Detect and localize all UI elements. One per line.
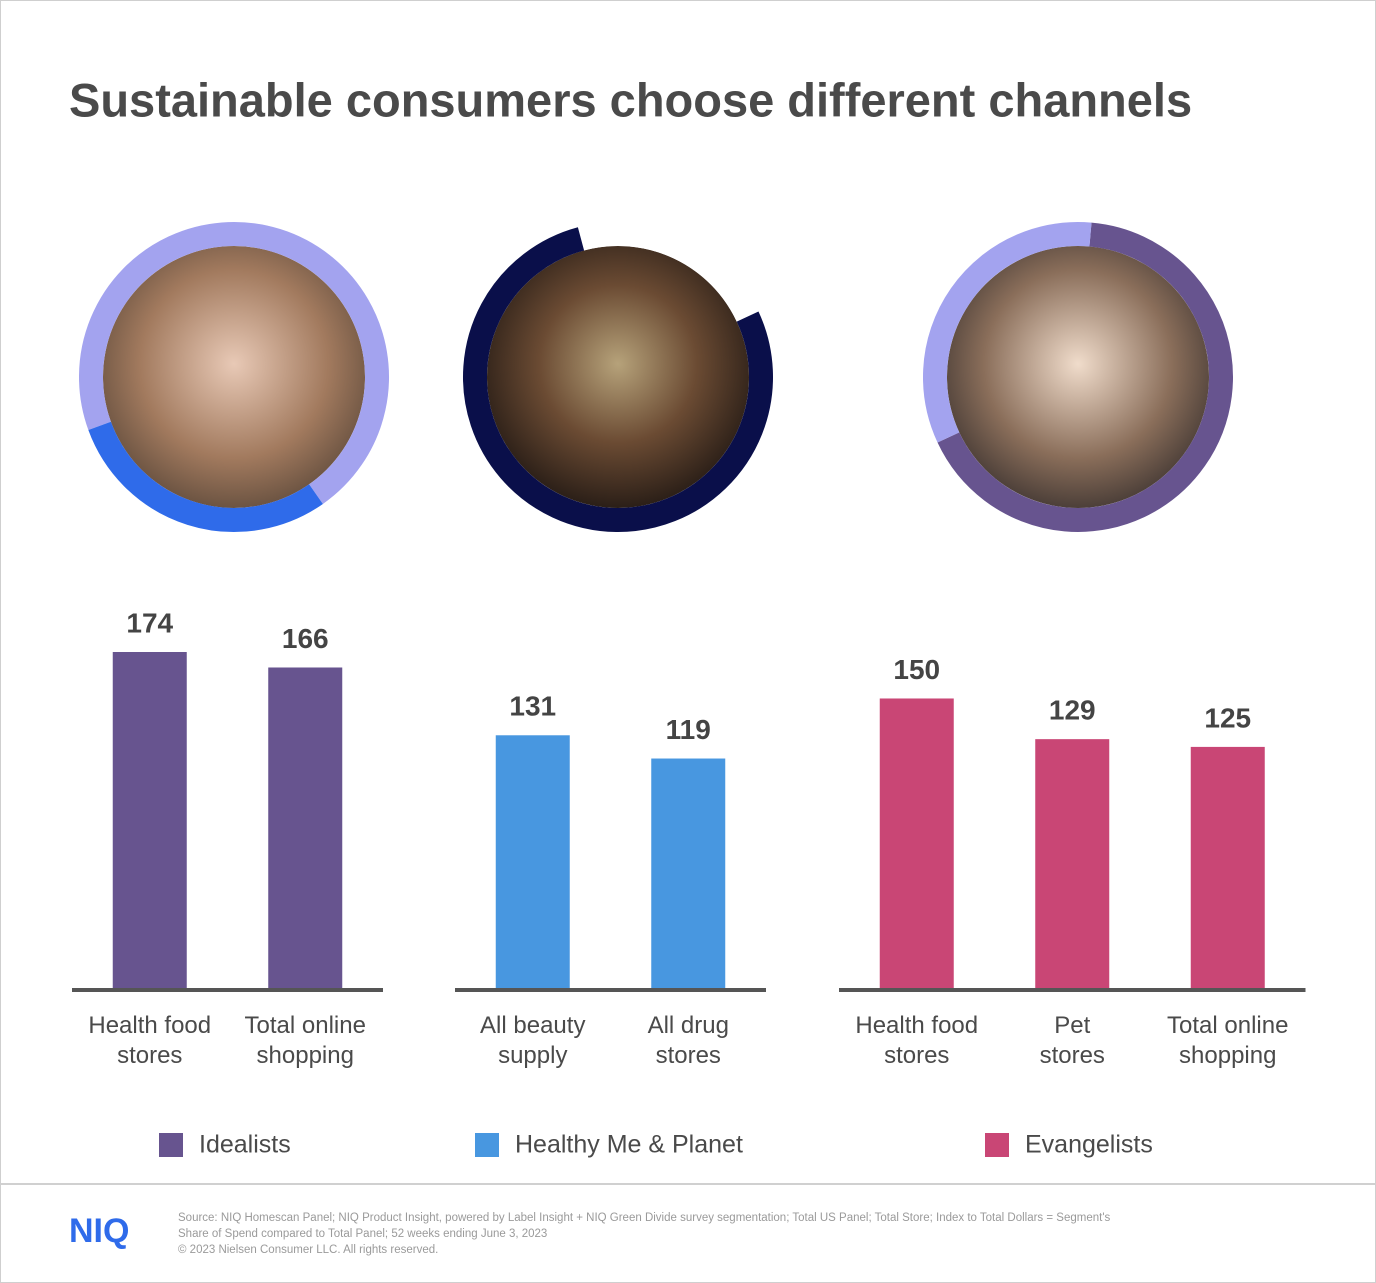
ring-segment: [88, 421, 323, 532]
x-tick-label: Total online shopping: [244, 1012, 366, 1069]
bar: [112, 652, 187, 989]
logo: NIQ: [69, 1212, 129, 1250]
value-label: 174: [126, 607, 173, 638]
bar: [268, 667, 343, 989]
photo: [947, 246, 1209, 508]
value-label: 150: [893, 654, 940, 685]
value-label: 131: [509, 691, 556, 722]
bar: [879, 698, 954, 989]
value-label: 166: [282, 623, 329, 654]
legend-swatch: [985, 1133, 1009, 1157]
source-note: Share of Spend compared to Total Panel; …: [178, 1228, 547, 1240]
ring-segment: [463, 227, 773, 532]
x-tick-label: Pet stores: [1039, 1012, 1105, 1069]
x-tick-label: All drug stores: [647, 1012, 729, 1069]
bar: [1035, 739, 1110, 989]
legend-label: Evangelists: [1025, 1131, 1153, 1159]
bar: [1190, 746, 1265, 989]
x-tick-label: Total online shopping: [1167, 1012, 1289, 1069]
value-label: 119: [666, 714, 711, 745]
bar: [651, 758, 726, 989]
bar: [495, 735, 570, 989]
ring-segment: [577, 222, 759, 322]
photo: [103, 246, 365, 508]
copyright: © 2023 Nielsen Consumer LLC. All rights …: [178, 1244, 438, 1256]
legend-label: Healthy Me & Planet: [515, 1131, 743, 1159]
ring-segment: [79, 222, 389, 504]
title: Sustainable consumers choose different c…: [69, 73, 1192, 126]
source-note: Source: NIQ Homescan Panel; NIQ Product …: [178, 1212, 1111, 1224]
ring-segment: [937, 222, 1233, 532]
legend-swatch: [475, 1133, 499, 1157]
x-tick-label: Health food stores: [855, 1012, 979, 1069]
x-tick-label: Health food stores: [88, 1012, 212, 1069]
value-label: 129: [1049, 695, 1096, 726]
x-tick-label: All beauty supply: [480, 1012, 586, 1069]
value-label: 125: [1204, 702, 1251, 733]
photo: [487, 246, 749, 508]
legend-swatch: [159, 1133, 183, 1157]
legend-label: Idealists: [199, 1131, 291, 1159]
ring-segment: [923, 222, 1092, 443]
